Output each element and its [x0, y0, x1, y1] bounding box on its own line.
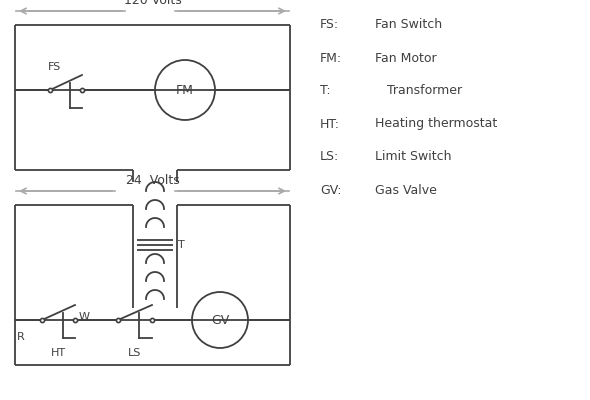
- Text: FM: FM: [176, 84, 194, 96]
- Text: Fan Switch: Fan Switch: [375, 18, 442, 32]
- Text: 24  Volts: 24 Volts: [126, 174, 179, 187]
- Text: T:: T:: [320, 84, 330, 98]
- Text: W: W: [79, 312, 90, 322]
- Text: R: R: [17, 332, 25, 342]
- Text: 120 Volts: 120 Volts: [124, 0, 181, 7]
- Text: LS:: LS:: [320, 150, 339, 164]
- Text: Limit Switch: Limit Switch: [375, 150, 451, 164]
- Text: FS: FS: [48, 62, 61, 72]
- Text: FS:: FS:: [320, 18, 339, 32]
- Text: Heating thermostat: Heating thermostat: [375, 118, 497, 130]
- Text: Gas Valve: Gas Valve: [375, 184, 437, 196]
- Text: HT: HT: [51, 348, 66, 358]
- Text: T: T: [178, 240, 185, 250]
- Text: GV: GV: [211, 314, 229, 326]
- Text: LS: LS: [128, 348, 142, 358]
- Text: GV:: GV:: [320, 184, 342, 196]
- Text: Transformer: Transformer: [375, 84, 462, 98]
- Text: Fan Motor: Fan Motor: [375, 52, 437, 64]
- Text: HT:: HT:: [320, 118, 340, 130]
- Text: FM:: FM:: [320, 52, 342, 64]
